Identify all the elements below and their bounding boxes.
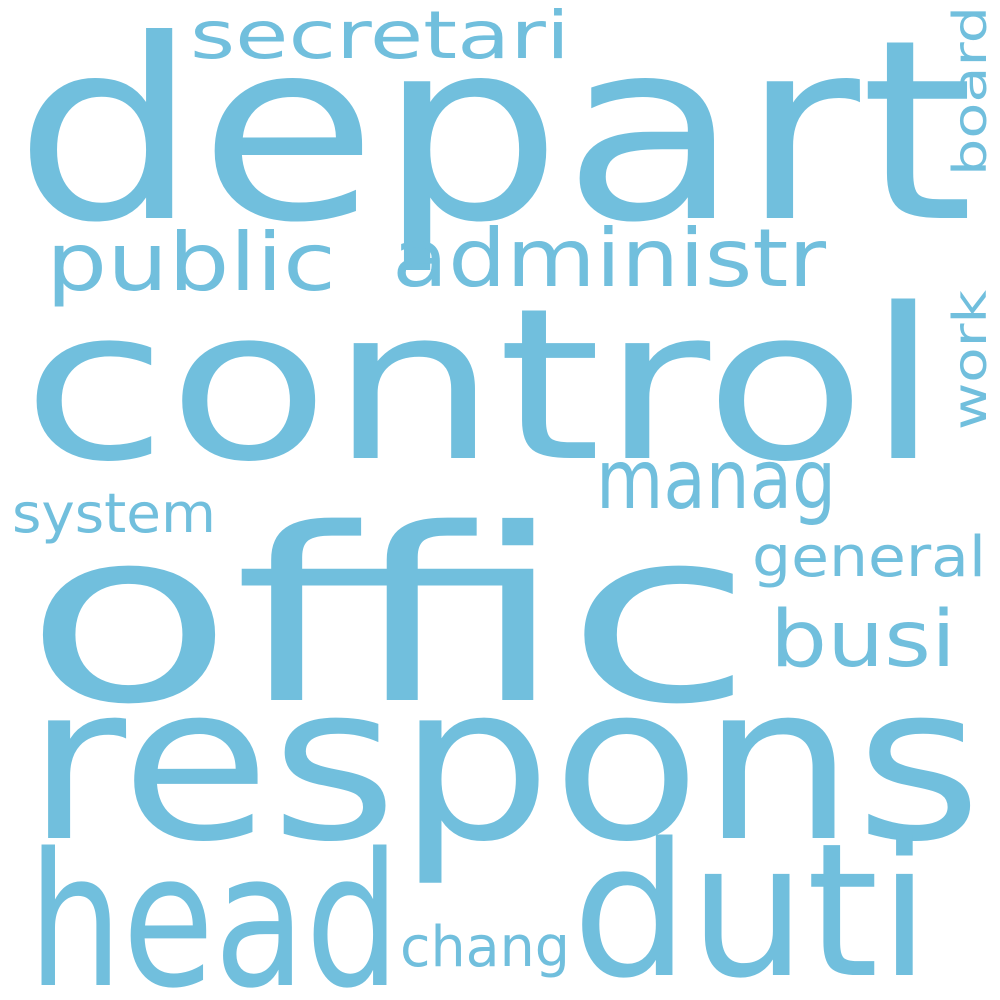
word-duti: duti <box>572 803 930 1000</box>
word-manag: manag <box>596 433 836 528</box>
word-head: head <box>28 813 400 1000</box>
word-respons: respons <box>26 638 982 889</box>
word-depart: depart <box>14 0 974 277</box>
word-system: system <box>12 482 216 545</box>
word-work: work <box>943 290 997 430</box>
word-busi: busi <box>770 595 956 685</box>
word-administr: administr <box>392 212 826 305</box>
word-chang: chang <box>400 915 570 980</box>
word-board: board <box>943 6 997 176</box>
word-control: control <box>22 263 940 508</box>
word-secretari: secretari <box>190 0 570 74</box>
word-general: general <box>752 525 986 590</box>
word-offic: offic <box>24 477 754 757</box>
word-public: public <box>46 216 336 309</box>
